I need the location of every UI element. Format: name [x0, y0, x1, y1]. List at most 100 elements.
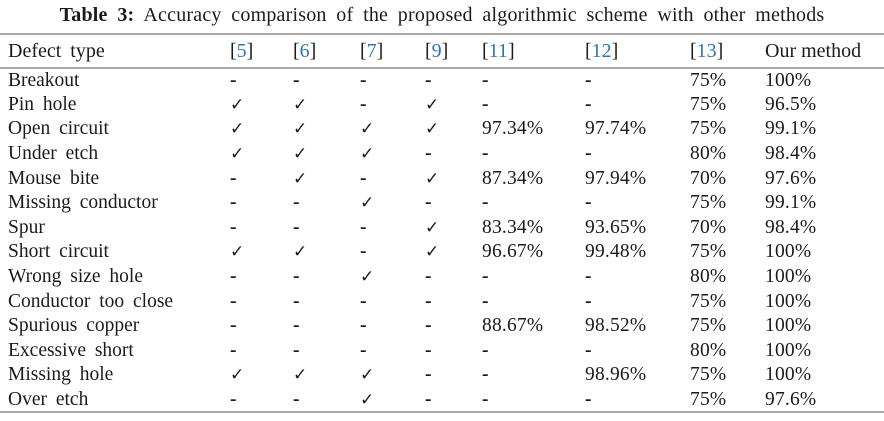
- defect-type-cell: Spurious copper: [8, 315, 140, 337]
- accuracy-value: 100%: [765, 364, 812, 386]
- table-row: Breakout - - - - - - 75% 100%: [0, 68, 884, 93]
- accuracy-value: 83.34%: [482, 216, 544, 238]
- defect-type-cell: Over etch: [8, 388, 89, 410]
- citation-link-ref-12[interactable]: 12: [591, 39, 612, 62]
- check-mark: ✓: [425, 217, 440, 238]
- check-mark: ✓: [230, 94, 245, 115]
- citation-bracket-close: ]: [246, 39, 254, 62]
- check-mark: ✓: [425, 119, 440, 140]
- check-mark: ✓: [293, 168, 308, 189]
- defect-type-cell: Excessive short: [8, 339, 134, 361]
- accuracy-value: 80%: [690, 143, 727, 165]
- citation-link-ref-9[interactable]: 9: [431, 39, 442, 62]
- check-mark: ✓: [293, 119, 308, 140]
- table-body: Breakout - - - - - -75% 100% Pin hole ✓ ✓ - ✓ - -75% 96…: [0, 68, 884, 412]
- dash-mark: -: [293, 315, 300, 337]
- dash-mark: -: [230, 339, 237, 361]
- table-header: Defect type [5] [6] [7] [9] [11] [12] [13] Our m…: [0, 34, 884, 69]
- check-mark: ✓: [293, 94, 308, 115]
- accuracy-value: 70%: [690, 167, 727, 189]
- dash-mark: -: [482, 388, 489, 410]
- dash-mark: -: [482, 266, 489, 288]
- dash-mark: -: [585, 143, 592, 165]
- dash-mark: -: [585, 339, 592, 361]
- check-mark: ✓: [293, 242, 308, 263]
- citation-bracket-close: ]: [309, 39, 317, 62]
- table-row: Under etch ✓ ✓ ✓ - - - 80% 98.4%: [0, 142, 884, 167]
- column-header-our-method: Our method: [765, 34, 884, 69]
- check-mark: ✓: [425, 168, 440, 189]
- table-header-row: Defect type [5] [6] [7] [9] [11] [12] [13] Our m…: [0, 34, 884, 69]
- citation-bracket-open: [: [230, 39, 237, 62]
- dash-mark: -: [360, 69, 367, 91]
- check-mark: ✓: [360, 389, 375, 410]
- dash-mark: -: [230, 216, 237, 238]
- column-header-ref-7: [7]: [360, 34, 425, 69]
- column-header-ref-5: [5]: [230, 34, 293, 69]
- accuracy-value: 100%: [765, 266, 812, 288]
- table-row: Pin hole ✓ ✓ - ✓ - - 75% 96.5%: [0, 93, 884, 118]
- column-header-ref-9: [9]: [425, 34, 482, 69]
- dash-mark: -: [585, 192, 592, 214]
- accuracy-value: 100%: [765, 339, 812, 361]
- dash-mark: -: [425, 364, 432, 386]
- citation-link-ref-11[interactable]: 11: [488, 39, 508, 62]
- defect-type-cell: Spur: [8, 216, 45, 238]
- check-mark: ✓: [230, 119, 245, 140]
- citation-bracket-close: ]: [376, 39, 384, 62]
- dash-mark: -: [482, 364, 489, 386]
- dash-mark: -: [230, 192, 237, 214]
- citation-link-ref-6[interactable]: 6: [299, 39, 310, 62]
- citation-bracket-open: [: [482, 39, 489, 62]
- citation-bracket-close: ]: [507, 39, 515, 62]
- table-row: Spurious copper - - - - 88.67% 98.52% 75% 100%: [0, 314, 884, 339]
- table-caption-label: Table 3:: [59, 4, 135, 26]
- check-mark: ✓: [293, 365, 308, 386]
- citation-bracket-open: [: [293, 39, 300, 62]
- table-caption-text: Accuracy comparison of the proposed algo…: [143, 4, 825, 26]
- accuracy-value: 97.74%: [585, 118, 647, 140]
- dash-mark: -: [230, 315, 237, 337]
- citation-link-ref-13[interactable]: 13: [696, 39, 717, 62]
- dash-mark: -: [293, 192, 300, 214]
- defect-type-cell: Missing conductor: [8, 192, 158, 214]
- citation-bracket-close: ]: [716, 39, 724, 62]
- dash-mark: -: [425, 339, 432, 361]
- accuracy-value: 75%: [690, 93, 727, 115]
- check-mark: ✓: [360, 267, 375, 288]
- accuracy-value: 97.34%: [482, 118, 544, 140]
- accuracy-value: 70%: [690, 216, 727, 238]
- table-row: Missing hole ✓ ✓ ✓ - - 98.96% 75% 100%: [0, 363, 884, 388]
- accuracy-value: 75%: [690, 388, 727, 410]
- dash-mark: -: [230, 69, 237, 91]
- citation-bracket-open: [: [690, 39, 697, 62]
- check-mark: ✓: [360, 193, 375, 214]
- accuracy-value: 75%: [690, 69, 727, 91]
- dash-mark: -: [293, 266, 300, 288]
- check-mark: ✓: [230, 365, 245, 386]
- dash-mark: -: [425, 315, 432, 337]
- table-row: Open circuit ✓ ✓ ✓ ✓ 97.34% 97.74% 75% 99.1%: [0, 117, 884, 142]
- accuracy-value: 80%: [690, 266, 727, 288]
- defect-type-cell: Wrong size hole: [8, 266, 144, 288]
- dash-mark: -: [425, 290, 432, 312]
- dash-mark: -: [482, 339, 489, 361]
- column-header-ref-13: [13]: [690, 34, 765, 69]
- dash-mark: -: [360, 290, 367, 312]
- dash-mark: -: [293, 388, 300, 410]
- accuracy-value: 97.6%: [765, 388, 817, 410]
- dash-mark: -: [482, 290, 489, 312]
- accuracy-value: 75%: [690, 364, 727, 386]
- dash-mark: -: [425, 192, 432, 214]
- check-mark: ✓: [293, 144, 308, 165]
- accuracy-value: 75%: [690, 315, 727, 337]
- column-header-ref-12: [12]: [585, 34, 690, 69]
- table-row: Wrong size hole - - ✓ - - - 80% 100%: [0, 265, 884, 290]
- citation-link-ref-5[interactable]: 5: [236, 39, 247, 62]
- accuracy-value: 99.48%: [585, 241, 647, 263]
- table-row: Excessive short - - - - - - 80% 100%: [0, 339, 884, 364]
- accuracy-value: 98.4%: [765, 216, 817, 238]
- column-header-defect-type: Defect type: [0, 34, 230, 69]
- citation-link-ref-7[interactable]: 7: [366, 39, 377, 62]
- accuracy-value: 98.96%: [585, 364, 647, 386]
